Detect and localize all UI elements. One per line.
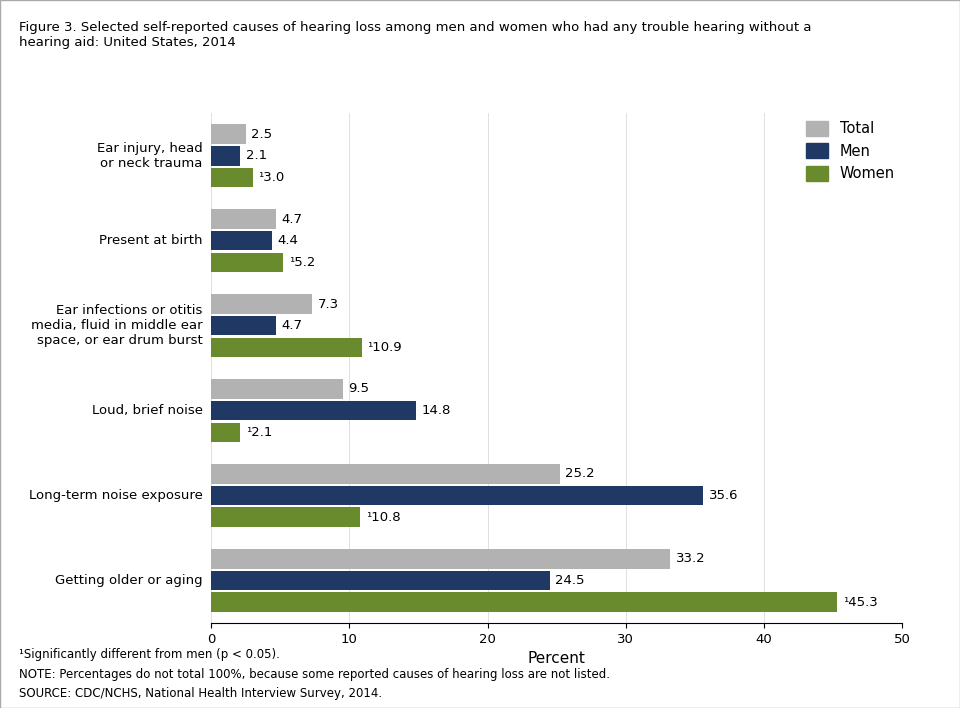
Text: ¹45.3: ¹45.3 [843,595,877,609]
Bar [211,146,240,166]
Text: ¹10.8: ¹10.8 [366,510,400,524]
Legend: Total, Men, Women: Total, Men, Women [806,120,895,181]
Text: NOTE: Percentages do not total 100%, because some reported causes of hearing los: NOTE: Percentages do not total 100%, bec… [19,668,611,680]
Text: 25.2: 25.2 [565,467,594,481]
Bar [211,401,416,421]
Text: 9.5: 9.5 [348,382,369,396]
Text: 4.4: 4.4 [277,234,299,247]
Text: ¹2.1: ¹2.1 [246,426,272,439]
Bar [211,125,246,144]
Text: ¹10.9: ¹10.9 [368,341,402,354]
Bar [211,593,837,612]
Text: 4.7: 4.7 [281,319,302,332]
Text: ¹3.0: ¹3.0 [258,171,284,184]
Bar [211,571,550,590]
Bar [211,486,704,506]
Bar [211,295,312,314]
Text: 35.6: 35.6 [708,489,738,502]
Text: 14.8: 14.8 [421,404,450,417]
Text: 2.5: 2.5 [252,127,273,141]
Text: SOURCE: CDC/NCHS, National Health Interview Survey, 2014.: SOURCE: CDC/NCHS, National Health Interv… [19,687,382,700]
Text: 33.2: 33.2 [676,552,706,566]
Bar [211,316,276,336]
Text: 4.7: 4.7 [281,212,302,226]
Text: ¹Significantly different from men (p < 0.05).: ¹Significantly different from men (p < 0… [19,648,280,661]
Bar [211,168,252,187]
Bar [211,379,343,399]
Text: 7.3: 7.3 [318,297,339,311]
X-axis label: Percent: Percent [528,651,586,666]
Text: 24.5: 24.5 [556,574,585,587]
Bar [211,231,272,251]
Text: Figure 3. Selected self-reported causes of hearing loss among men and women who : Figure 3. Selected self-reported causes … [19,21,812,50]
Bar [211,508,361,527]
Bar [211,253,283,272]
Bar [211,210,276,229]
Bar [211,338,362,357]
Text: 2.1: 2.1 [246,149,267,162]
Bar [211,464,560,484]
Bar [211,549,670,569]
Text: ¹5.2: ¹5.2 [289,256,315,269]
Bar [211,423,240,442]
